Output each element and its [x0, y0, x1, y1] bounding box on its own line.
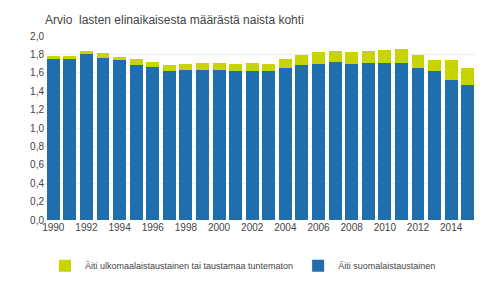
svg-text:2,0: 2,0	[30, 31, 44, 42]
svg-text:2008: 2008	[341, 222, 364, 233]
svg-text:Arvio lasten elinaikaisesta m: Arvio lasten elinaikaisesta määrästä nai…	[45, 13, 304, 27]
svg-text:Äiti ulkomaalaistaustainen tai: Äiti ulkomaalaistaustainen tai taustamaa…	[85, 261, 293, 271]
svg-text:1996: 1996	[142, 222, 165, 233]
svg-text:0,8: 0,8	[30, 141, 44, 152]
svg-text:Äiti suomalaistaustainen: Äiti suomalaistaustainen	[338, 261, 435, 271]
svg-text:2004: 2004	[274, 222, 297, 233]
svg-text:2010: 2010	[374, 222, 397, 233]
svg-text:0,4: 0,4	[30, 178, 44, 189]
svg-text:0,6: 0,6	[30, 159, 44, 170]
svg-text:2002: 2002	[241, 222, 264, 233]
svg-text:1,8: 1,8	[30, 49, 44, 60]
svg-text:0,0: 0,0	[30, 215, 44, 226]
svg-text:1,0: 1,0	[30, 123, 44, 134]
svg-text:2006: 2006	[307, 222, 330, 233]
svg-text:2014: 2014	[440, 222, 463, 233]
svg-text:2012: 2012	[407, 222, 430, 233]
svg-text:1,2: 1,2	[30, 104, 44, 115]
svg-text:0,2: 0,2	[30, 196, 44, 207]
svg-text:1,4: 1,4	[30, 86, 44, 97]
svg-text:1,6: 1,6	[30, 67, 44, 78]
svg-text:2000: 2000	[208, 222, 231, 233]
svg-text:1992: 1992	[75, 222, 98, 233]
svg-text:1998: 1998	[175, 222, 198, 233]
svg-text:1994: 1994	[108, 222, 131, 233]
svg-text:1990: 1990	[42, 222, 65, 233]
